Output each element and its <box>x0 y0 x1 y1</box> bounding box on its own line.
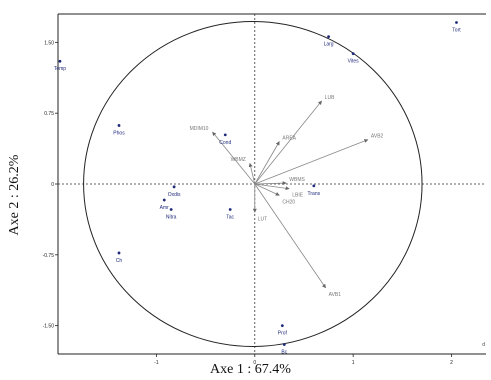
variable-arrow <box>254 183 326 289</box>
observation-label: Amr <box>160 205 170 211</box>
observation-label: Larg <box>324 42 334 48</box>
observation-point <box>228 208 232 211</box>
variable-label: AVB2 <box>371 134 384 140</box>
y-tick-label: -1.50 <box>43 324 55 330</box>
observation-point <box>172 185 176 189</box>
y-axis-title: Axe 2 : 26.2% <box>7 154 22 236</box>
observation-point <box>351 52 355 56</box>
y-tick-label: 1.50 <box>44 40 54 46</box>
x-tick-label: 2 <box>450 360 453 366</box>
observation-point <box>117 251 121 255</box>
variable-label: WBMS <box>289 177 305 183</box>
observation-label: Vites <box>348 59 360 65</box>
observation-label: Temp <box>54 66 66 72</box>
x-tick-label: -1 <box>154 360 159 366</box>
variable-label: LUB <box>325 95 335 101</box>
x-tick-label: 1 <box>352 360 355 366</box>
observation-point <box>58 59 62 63</box>
observation-point <box>280 324 284 328</box>
variable-label: WBMZ <box>231 157 246 163</box>
variable-label: LBIE <box>292 193 304 199</box>
variable-arrow <box>254 141 280 185</box>
observation-label: Ch <box>116 258 123 264</box>
y-tick-label: -0.75 <box>43 253 55 259</box>
variable-arrow <box>254 183 290 191</box>
observation-label: Oxdis <box>168 192 181 198</box>
correlation-circle <box>83 21 423 347</box>
observation-point <box>223 133 227 137</box>
observation-point <box>162 198 166 202</box>
y-tick-label: 0 <box>51 182 54 188</box>
x-tick-label: 0 <box>253 360 256 366</box>
variable-label: AREA <box>282 136 296 142</box>
variable-arrow <box>254 139 369 185</box>
variable-label: LUT <box>258 216 267 222</box>
corner-label: d <box>482 342 485 348</box>
variable-arrow <box>254 181 287 186</box>
observation-label: Tac <box>226 215 234 221</box>
variable-label: AVB1 <box>329 292 342 298</box>
observation-point <box>455 21 458 24</box>
variable-arrow <box>254 183 280 196</box>
observation-label: Tort <box>452 28 461 34</box>
observation-point <box>327 35 330 39</box>
variable-label: CH20 <box>282 199 295 205</box>
observation-point <box>169 208 173 211</box>
x-axis-title: Axe 1 : 67.4% <box>210 362 291 377</box>
observation-label: Phos <box>113 130 125 136</box>
variable-arrow <box>254 100 322 185</box>
observation-label: Bc <box>281 350 287 356</box>
y-tick-label: 0.75 <box>44 111 54 117</box>
observation-point <box>117 124 121 127</box>
observation-label: Prof <box>278 331 288 337</box>
observation-point <box>282 343 286 346</box>
variable-label: MDIM10 <box>190 126 209 132</box>
observation-label: Cond <box>219 140 231 146</box>
variable-arrow <box>212 131 256 185</box>
variable-arrow <box>248 162 256 185</box>
observation-point <box>312 184 316 188</box>
observation-label: Trans <box>308 191 321 197</box>
observation-label: Nitra <box>166 215 177 221</box>
